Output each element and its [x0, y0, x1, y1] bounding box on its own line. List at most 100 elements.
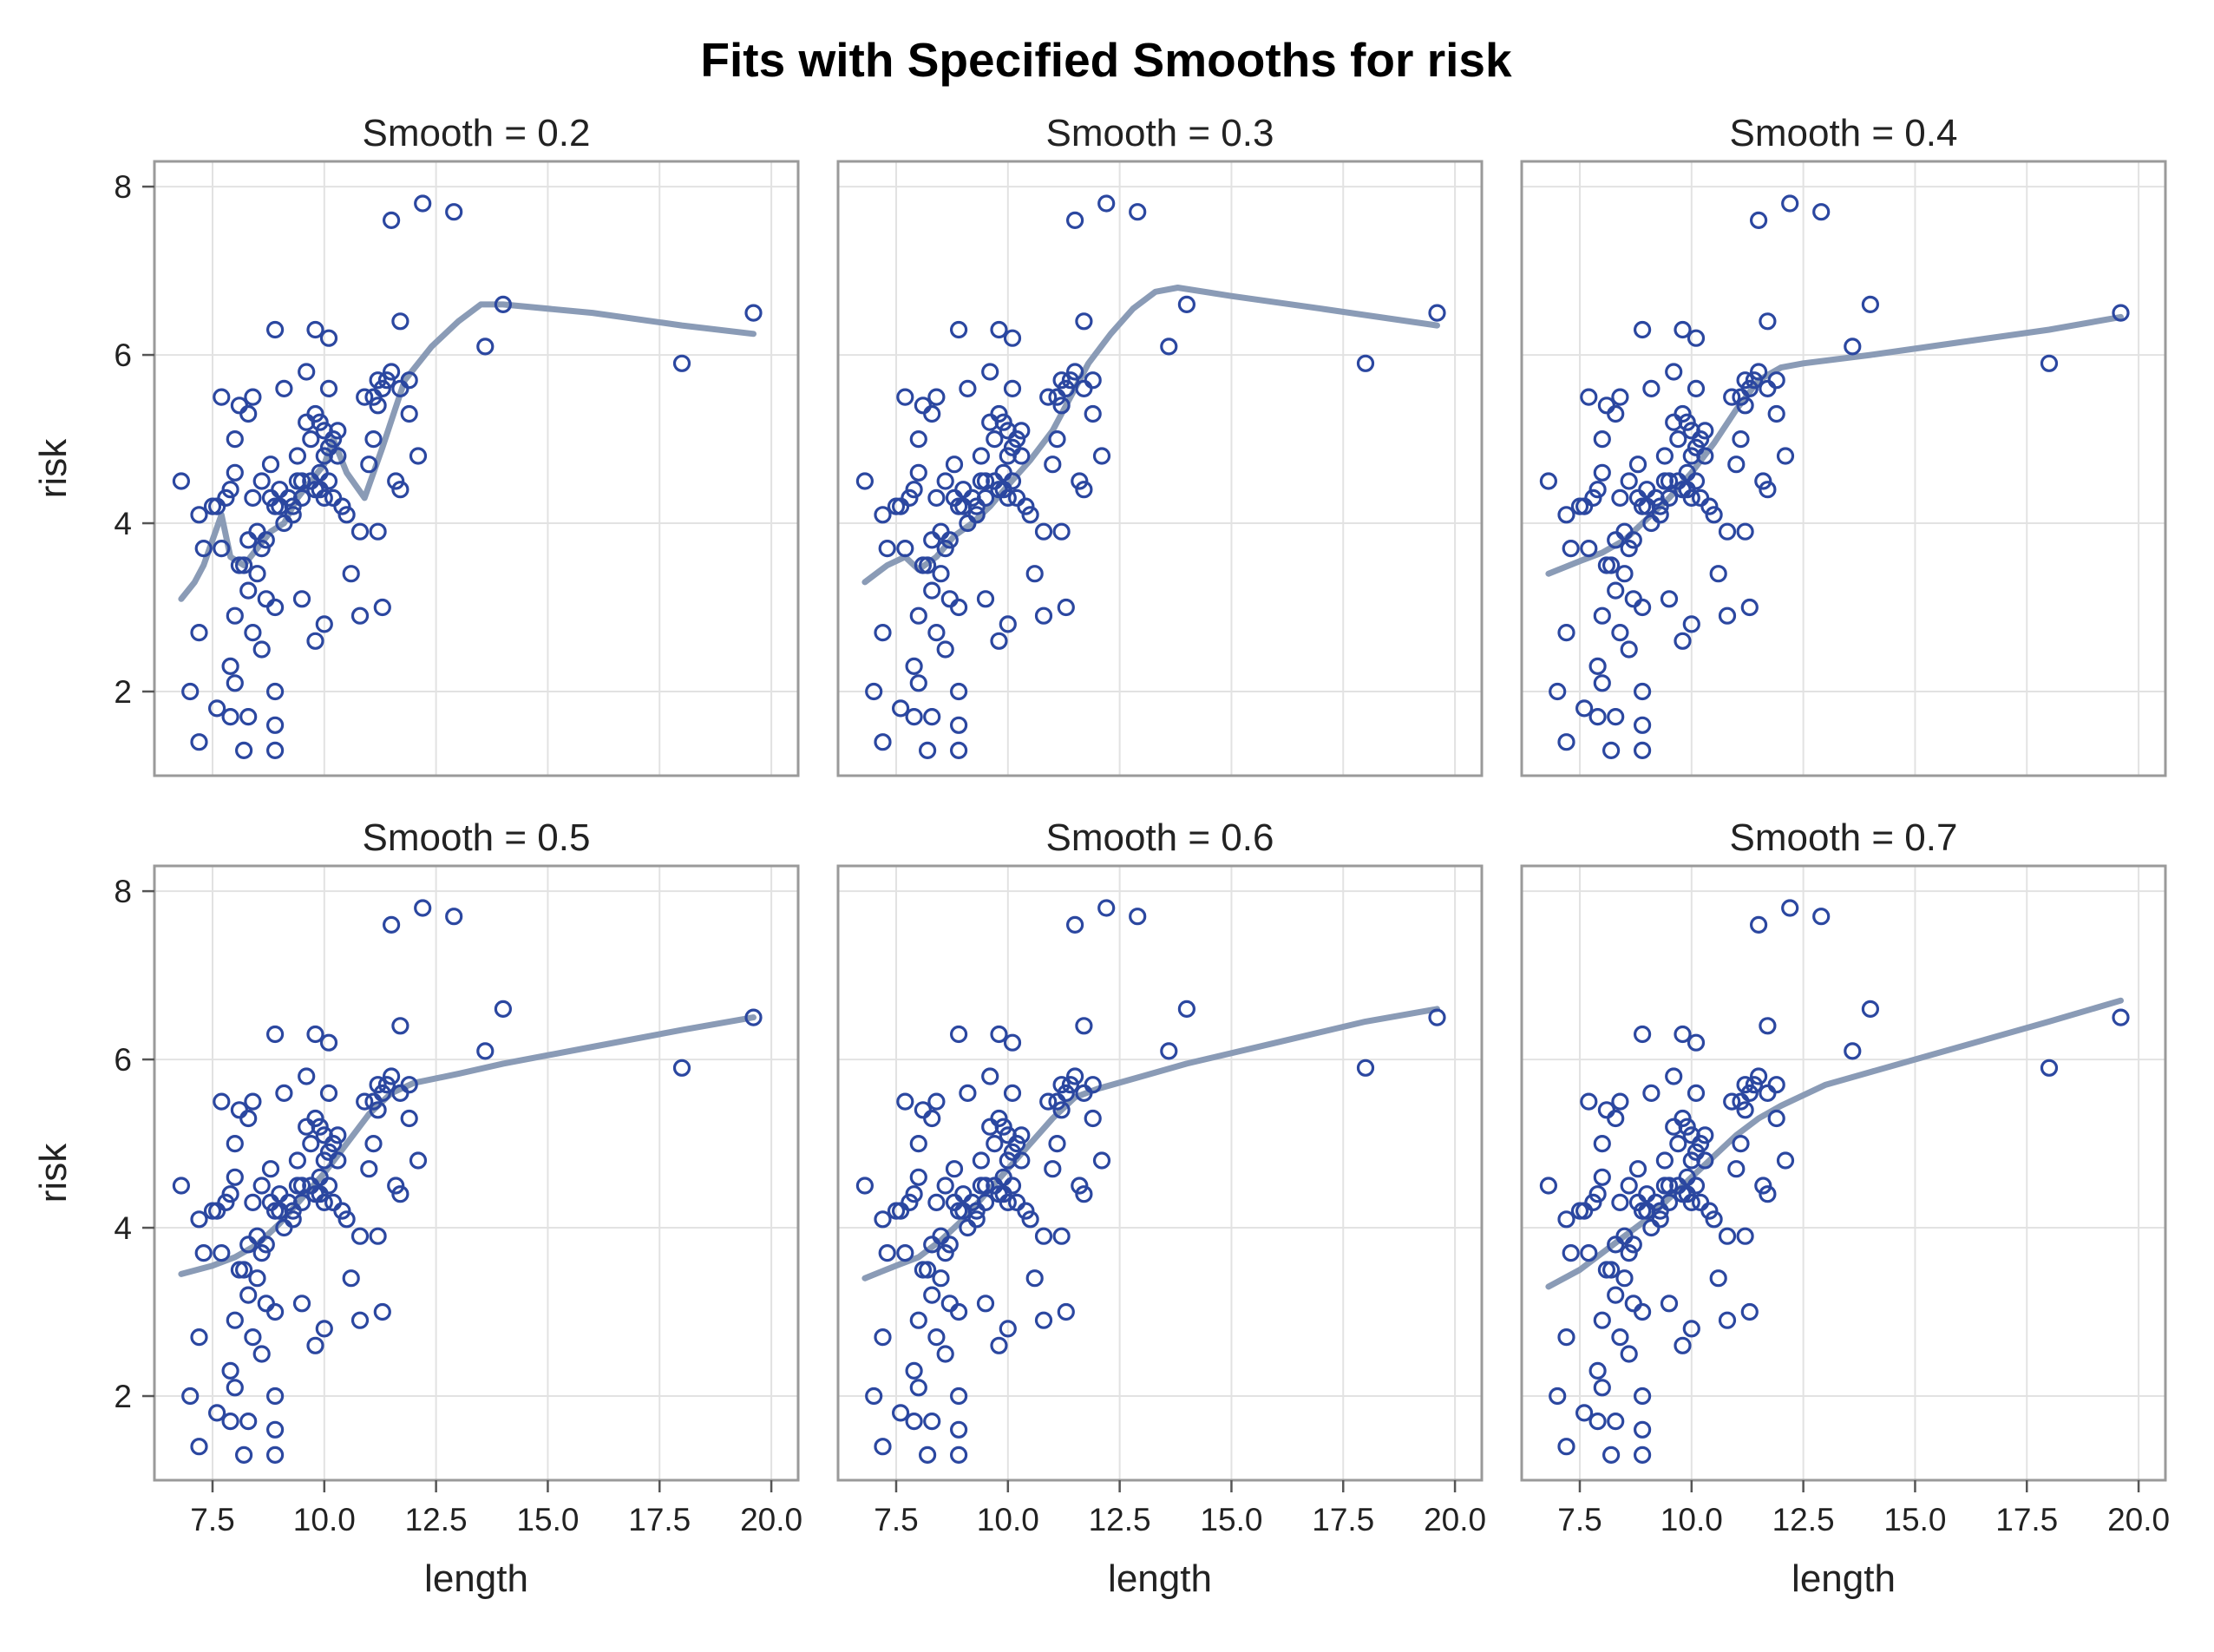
data-point	[1097, 194, 1116, 213]
data-point	[1642, 1084, 1660, 1103]
data-point	[1052, 1227, 1071, 1245]
y-tick-label: 8	[114, 874, 132, 909]
data-point	[1723, 388, 1741, 406]
data-point	[1052, 397, 1071, 415]
data-point	[1588, 1412, 1607, 1431]
x-tick-label: 12.5	[405, 1502, 468, 1537]
data-point	[221, 1361, 239, 1380]
data-point	[1749, 915, 1768, 934]
data-point	[1740, 598, 1759, 617]
data-point	[1736, 1227, 1754, 1245]
data-point	[342, 1269, 360, 1288]
data-point	[190, 623, 208, 642]
data-point	[1705, 506, 1723, 524]
data-point	[248, 1269, 266, 1288]
data-point	[302, 430, 320, 449]
data-point	[364, 430, 383, 449]
data-point	[1660, 472, 1679, 490]
data-point	[369, 1101, 387, 1119]
data-point	[672, 1059, 691, 1077]
data-point	[1749, 363, 1768, 381]
panel-title: Smooth = 0.3	[1046, 112, 1274, 154]
data-point	[400, 404, 418, 423]
panel-4: Smooth = 0.5 2 4 6 8 risk 7.5 10.0 12.5 15.0 17.5 2…	[32, 816, 802, 1600]
data-point	[1593, 1311, 1611, 1329]
data-point	[266, 320, 285, 339]
data-point	[244, 488, 262, 508]
data-point	[244, 1092, 262, 1111]
panel-title: Smooth = 0.7	[1730, 816, 1958, 859]
data-point	[1065, 915, 1084, 934]
data-point	[1075, 1185, 1093, 1203]
data-point	[369, 397, 387, 415]
data-point	[1732, 1134, 1750, 1153]
data-point	[261, 1160, 280, 1178]
data-point	[1674, 1025, 1692, 1044]
y-tick-label: 6	[114, 1042, 132, 1078]
data-point	[172, 472, 190, 490]
data-point	[909, 1311, 927, 1329]
data-point	[414, 194, 432, 213]
data-point	[226, 430, 244, 449]
data-point	[1615, 565, 1634, 583]
data-point	[932, 565, 950, 583]
data-point	[1549, 682, 1567, 701]
data-point	[1732, 430, 1750, 449]
x-axis-label: length	[1792, 1557, 1896, 1600]
data-point	[1557, 1438, 1575, 1456]
data-point	[949, 1420, 968, 1439]
data-point	[874, 1438, 892, 1456]
data-point	[476, 1042, 495, 1060]
data-point	[1759, 1185, 1777, 1203]
x-tick-label: 10.0	[1660, 1502, 1723, 1537]
data-point	[1549, 1386, 1567, 1406]
data-point	[940, 531, 959, 549]
data-point	[391, 312, 409, 331]
data-point	[896, 388, 914, 406]
data-point	[221, 481, 239, 499]
data-point	[1633, 1025, 1652, 1044]
data-point	[1588, 1185, 1607, 1203]
data-point	[319, 1084, 338, 1103]
data-point	[329, 447, 347, 465]
panel-frame	[1520, 864, 2167, 1482]
data-point	[986, 1134, 1004, 1153]
data-point	[244, 388, 262, 406]
data-point	[1669, 1134, 1687, 1153]
data-point	[190, 506, 208, 524]
data-point	[1593, 463, 1611, 482]
data-point	[208, 1404, 226, 1422]
data-point	[1580, 1092, 1598, 1111]
data-point	[400, 1109, 418, 1128]
data-point	[896, 1243, 914, 1262]
data-point	[1700, 1202, 1719, 1220]
data-point	[1607, 404, 1625, 423]
data-point	[855, 1177, 874, 1195]
data-point	[284, 1210, 302, 1229]
data-point	[1097, 899, 1116, 917]
y-tick-label: 2	[114, 1379, 132, 1414]
data-point	[190, 1328, 208, 1347]
data-point	[1781, 899, 1799, 917]
data-point	[1674, 1336, 1692, 1354]
data-point	[494, 1000, 513, 1019]
data-point	[356, 1092, 374, 1111]
data-point	[1696, 1126, 1714, 1144]
data-point	[905, 707, 923, 726]
data-point	[1767, 371, 1785, 390]
data-point	[878, 1243, 896, 1262]
data-point	[190, 1438, 208, 1456]
data-point	[1642, 379, 1660, 397]
x-tick-label: 12.5	[1772, 1502, 1835, 1537]
panel-frame	[153, 160, 800, 777]
data-point	[1007, 430, 1026, 449]
data-point	[923, 581, 941, 600]
data-point	[1052, 1076, 1071, 1094]
data-point	[279, 1193, 298, 1212]
data-point	[315, 1193, 333, 1212]
data-point	[1611, 1092, 1629, 1111]
data-point	[949, 598, 968, 617]
panel-5: Smooth = 0.6 7.5 10.0 12.5 15.0 17.5 20.0 lengt…	[836, 816, 1486, 1600]
data-point	[377, 371, 396, 390]
